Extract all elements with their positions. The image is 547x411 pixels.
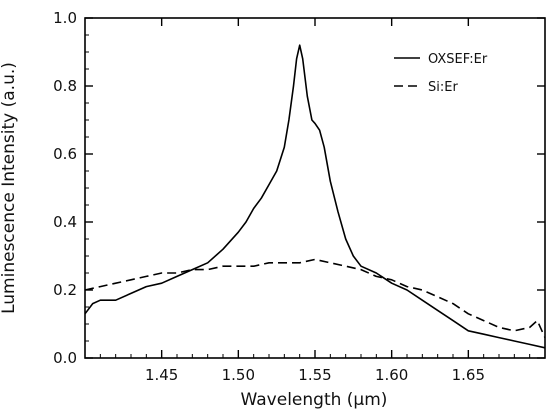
plot-frame	[85, 18, 545, 358]
y-tick-label: 0.4	[53, 213, 77, 231]
x-tick-label: 1.60	[375, 366, 408, 384]
series-line-oxsef-er	[85, 45, 545, 348]
x-tick-label: 1.45	[145, 366, 178, 384]
x-tick-label: 1.65	[452, 366, 485, 384]
x-tick-label: 1.55	[298, 366, 331, 384]
y-tick-label: 1.0	[53, 9, 77, 27]
y-axis-label: Luminescence Intensity (a.u.)	[0, 62, 19, 314]
y-tick-label: 0.0	[53, 349, 77, 367]
legend-label: OXSEF:Er	[428, 52, 488, 67]
y-tick-label: 0.2	[53, 281, 77, 299]
legend-label: Si:Er	[428, 80, 458, 95]
x-axis-label: Wavelength (μm)	[241, 390, 388, 410]
y-tick-label: 0.6	[53, 145, 77, 163]
y-tick-label: 0.8	[53, 77, 77, 95]
series-line-si-er	[85, 259, 545, 337]
x-tick-label: 1.50	[222, 366, 255, 384]
series-layer	[85, 45, 545, 348]
legend: OXSEF:Er Si:Er	[394, 52, 488, 95]
plot-area	[85, 18, 545, 358]
